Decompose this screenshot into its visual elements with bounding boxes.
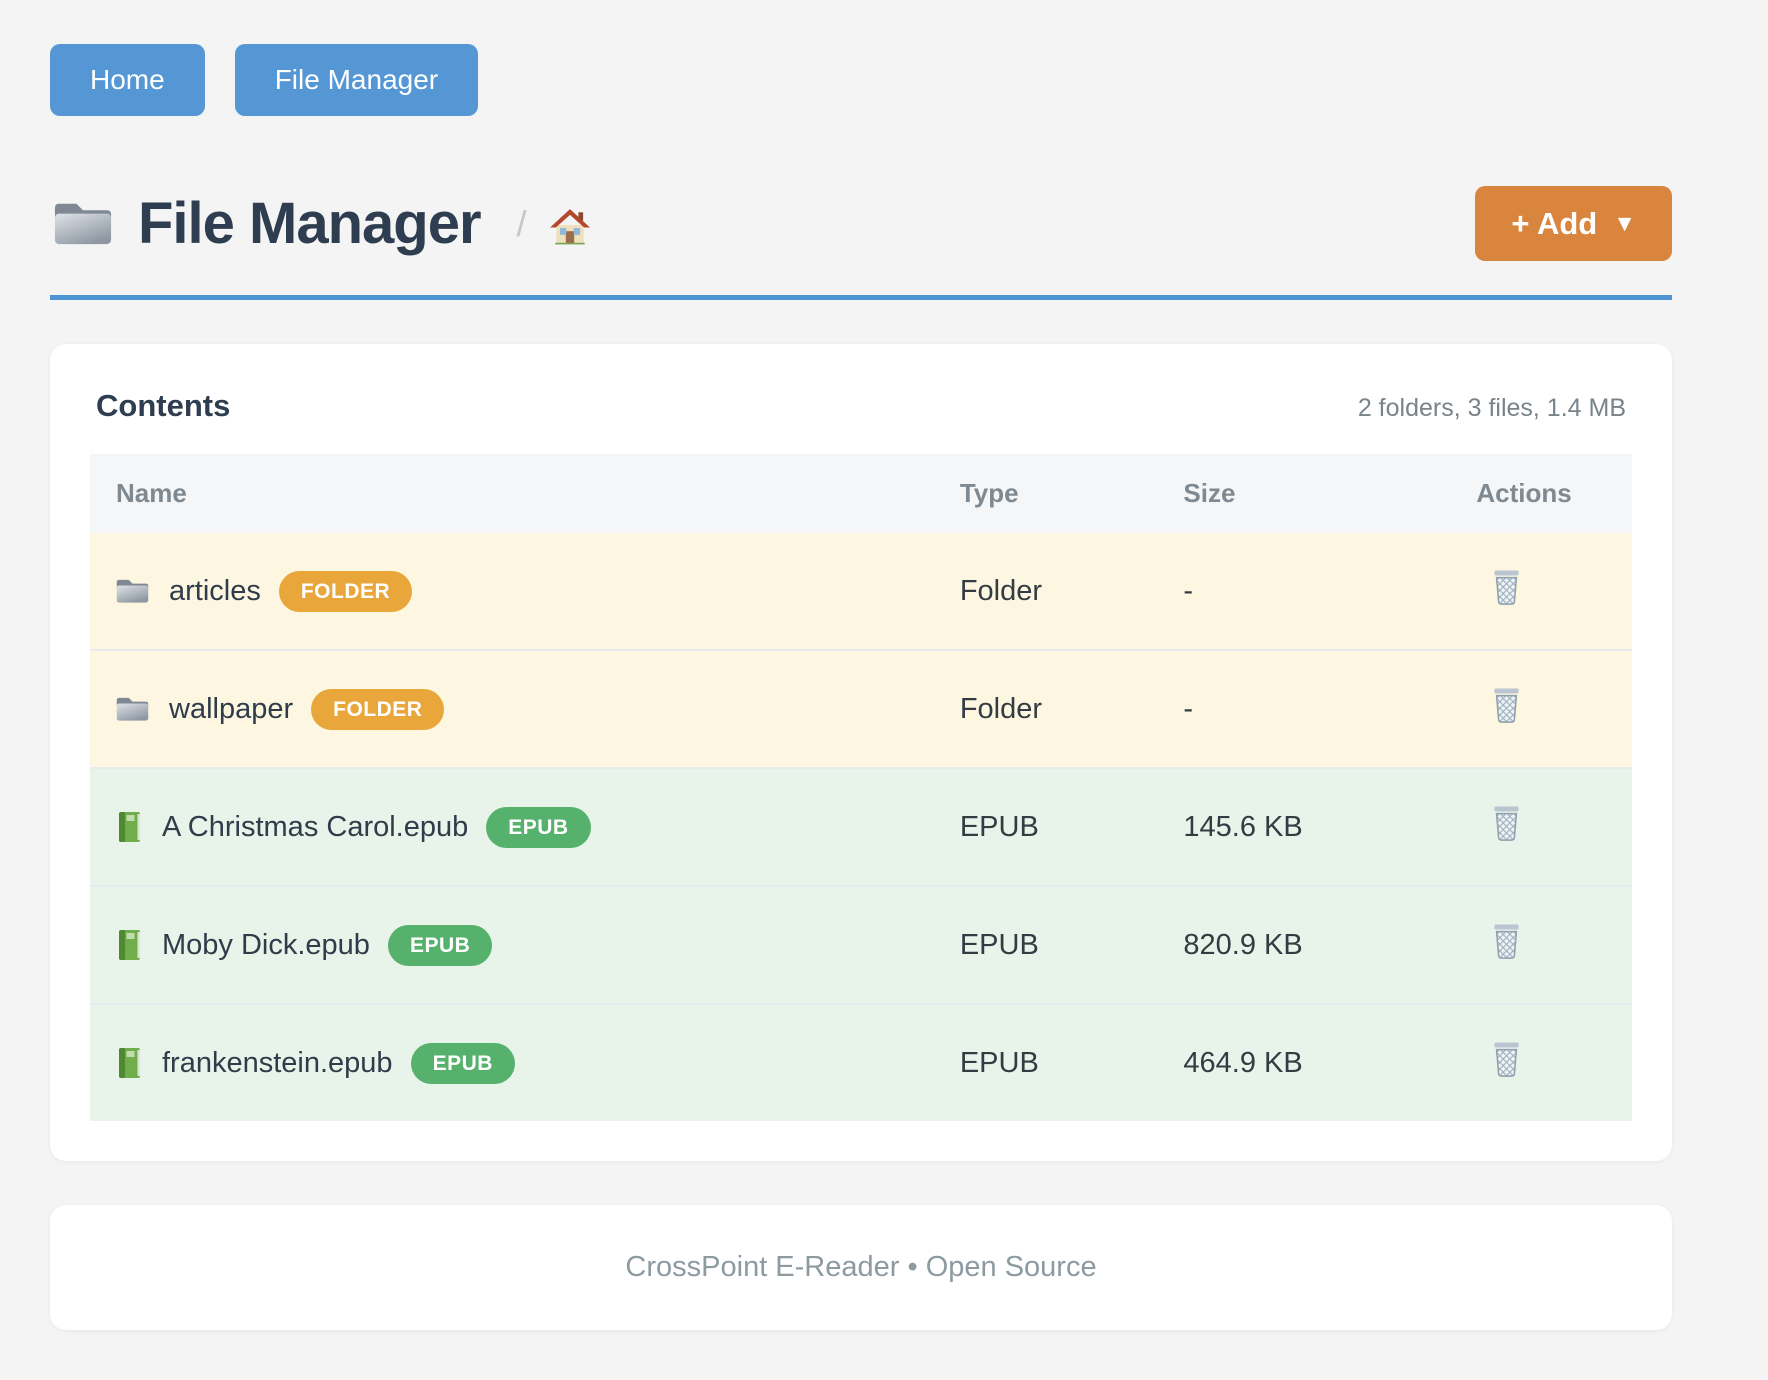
file-name[interactable]: articles bbox=[169, 574, 261, 607]
file-manager-button[interactable]: File Manager bbox=[234, 44, 479, 116]
column-header-size: Size bbox=[1169, 454, 1463, 533]
trash-icon bbox=[1490, 685, 1523, 725]
file-name[interactable]: frankenstein.epub bbox=[162, 1046, 393, 1079]
files-table: Name Type Size Actions bbox=[90, 454, 1632, 1121]
trash-icon bbox=[1490, 803, 1523, 843]
green-book-icon bbox=[114, 927, 144, 963]
delete-button[interactable] bbox=[1490, 1039, 1523, 1079]
file-name[interactable]: wallpaper bbox=[169, 692, 294, 725]
contents-card-header: Contents 2 folders, 3 files, 1.4 MB bbox=[90, 388, 1632, 424]
table-row-articles[interactable]: articles FOLDER Folder - bbox=[90, 533, 1632, 650]
table-row-frankenstein[interactable]: frankenstein.epub EPUB EPUB 464.9 KB bbox=[90, 1003, 1632, 1121]
size-cell: 145.6 KB bbox=[1183, 810, 1303, 843]
size-cell: 464.9 KB bbox=[1183, 1046, 1303, 1079]
folder-icon bbox=[114, 694, 151, 724]
delete-button[interactable] bbox=[1490, 803, 1523, 843]
footer-text: CrossPoint E-Reader • Open Source bbox=[625, 1251, 1097, 1283]
contents-card: Contents 2 folders, 3 files, 1.4 MB Name… bbox=[50, 344, 1672, 1161]
contents-summary: 2 folders, 3 files, 1.4 MB bbox=[1357, 394, 1626, 422]
file-name[interactable]: A Christmas Carol.epub bbox=[162, 810, 469, 843]
breadcrumb-separator: / bbox=[516, 202, 527, 244]
top-nav: Home File Manager bbox=[50, 44, 1672, 116]
file-name[interactable]: Moby Dick.epub bbox=[162, 928, 370, 961]
epub-badge: EPUB bbox=[486, 806, 591, 848]
size-cell: - bbox=[1183, 574, 1194, 607]
size-cell: - bbox=[1183, 692, 1194, 725]
green-book-icon bbox=[114, 1045, 144, 1081]
folder-icon bbox=[50, 197, 116, 250]
home-button[interactable]: Home bbox=[50, 44, 205, 116]
trash-icon bbox=[1490, 1039, 1523, 1079]
page-title: File Manager bbox=[138, 191, 482, 256]
footer: CrossPoint E-Reader • Open Source bbox=[50, 1205, 1672, 1330]
type-cell: EPUB bbox=[959, 928, 1039, 961]
size-cell: 820.9 KB bbox=[1183, 928, 1303, 961]
table-row-a-christmas-carol[interactable]: A Christmas Carol.epub EPUB EPUB 145.6 K… bbox=[90, 767, 1632, 886]
delete-button[interactable] bbox=[1490, 921, 1523, 961]
column-header-name: Name bbox=[90, 454, 946, 533]
folder-icon bbox=[114, 576, 151, 606]
table-header-row: Name Type Size Actions bbox=[90, 454, 1632, 533]
column-header-type: Type bbox=[945, 454, 1170, 533]
caret-down-icon: ▼ bbox=[1613, 210, 1636, 236]
add-button[interactable]: + Add ▼ bbox=[1475, 186, 1672, 261]
delete-button[interactable] bbox=[1490, 567, 1523, 607]
type-cell: EPUB bbox=[959, 1046, 1039, 1079]
type-cell: Folder bbox=[959, 574, 1043, 607]
trash-icon bbox=[1490, 567, 1523, 607]
table-row-moby-dick[interactable]: Moby Dick.epub EPUB EPUB 820.9 KB bbox=[90, 885, 1632, 1004]
add-button-label: + Add bbox=[1511, 206, 1598, 241]
green-book-icon bbox=[114, 809, 144, 845]
contents-title: Contents bbox=[96, 388, 231, 423]
type-cell: Folder bbox=[959, 692, 1043, 725]
epub-badge: EPUB bbox=[387, 924, 493, 966]
table-row-wallpaper[interactable]: wallpaper FOLDER Folder - bbox=[90, 649, 1632, 768]
trash-icon bbox=[1490, 921, 1523, 961]
house-icon[interactable] bbox=[549, 201, 591, 247]
type-cell: EPUB bbox=[959, 810, 1039, 843]
page-header: File Manager / + Add ▼ bbox=[50, 186, 1672, 300]
delete-button[interactable] bbox=[1490, 685, 1523, 725]
title-group: File Manager / bbox=[50, 190, 591, 257]
folder-badge: FOLDER bbox=[311, 688, 445, 730]
column-header-actions: Actions bbox=[1462, 454, 1632, 533]
epub-badge: EPUB bbox=[410, 1042, 515, 1084]
folder-badge: FOLDER bbox=[278, 570, 413, 612]
